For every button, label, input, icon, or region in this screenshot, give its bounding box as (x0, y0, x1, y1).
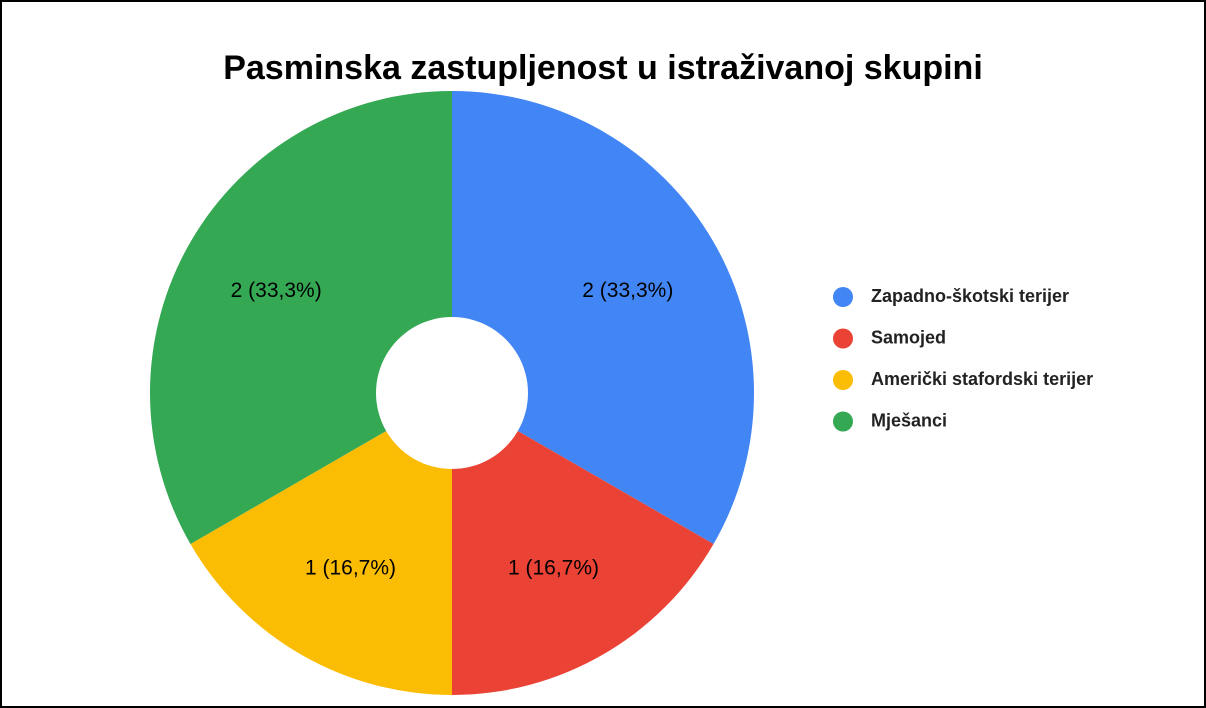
chart-title: Pasminska zastupljenost u istraživanoj s… (223, 49, 983, 87)
pie-slice (452, 91, 754, 544)
legend-swatch (833, 287, 853, 307)
slice-label: 1 (16,7%) (305, 556, 396, 579)
slice-label: 1 (16,7%) (508, 556, 599, 579)
slice-label: 2 (33,3%) (231, 279, 322, 302)
legend-swatch (833, 328, 853, 349)
pie-slice (452, 431, 714, 695)
legend-label: Samojed (871, 327, 946, 347)
legend-label: Američki stafordski terijer (871, 369, 1093, 389)
legend-label: Mješanci (871, 410, 947, 430)
legend-swatch (833, 370, 853, 390)
pie-slice (190, 431, 452, 695)
legend-label: Zapadno-škotski terijer (871, 286, 1069, 306)
slice-label: 2 (33,3%) (582, 279, 673, 302)
pie-slice (149, 91, 452, 544)
legend-swatch (833, 411, 853, 432)
